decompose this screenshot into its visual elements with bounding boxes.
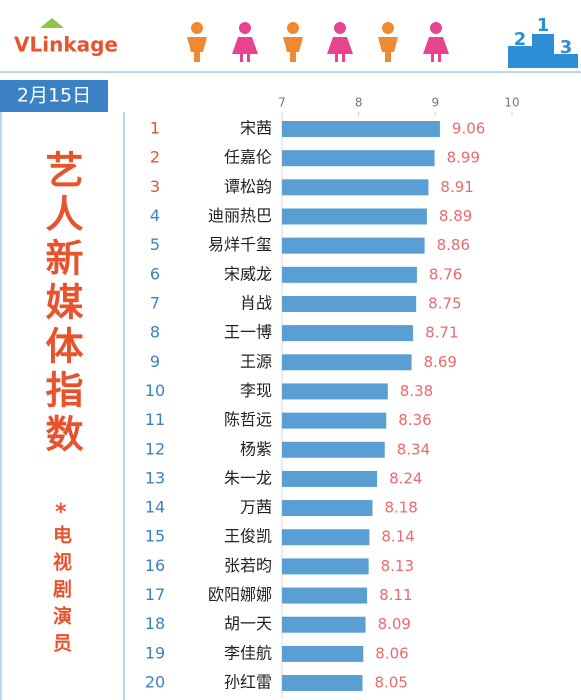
value-label: 8.89: [439, 207, 472, 225]
value-label: 8.76: [429, 265, 462, 283]
y-tick-label: 朱一龙: [224, 468, 272, 487]
y-tick-label: 杨紫: [240, 439, 272, 458]
y-tick-label: 迪丽热巴: [208, 206, 272, 225]
bar: [282, 587, 368, 604]
bar: [282, 179, 429, 196]
y-tick-label: 李佳航: [224, 643, 272, 662]
y-tick-label: 任嘉伦: [224, 148, 272, 167]
rank: 8: [150, 323, 160, 342]
podium-label: 3: [560, 37, 573, 58]
people-icons: [187, 22, 449, 62]
value-label: 8.36: [398, 411, 431, 429]
bar: [282, 616, 366, 633]
y-tick-label: 王俊凯: [224, 527, 272, 546]
rank: 16: [145, 556, 165, 575]
rank: 18: [145, 614, 165, 633]
value-label: 8.71: [425, 324, 458, 342]
value-label: 8.14: [381, 528, 414, 546]
bar: [282, 675, 363, 692]
bar: [282, 412, 387, 429]
y-tick-label: 陈哲远: [224, 410, 272, 429]
bar: [282, 208, 427, 225]
rank: 4: [150, 206, 160, 225]
value-label: 8.99: [447, 149, 480, 167]
bar: [282, 295, 417, 312]
value-label: 8.38: [400, 382, 433, 400]
value-label: 8.75: [428, 294, 461, 312]
value-label: 8.05: [375, 674, 408, 692]
bar: [282, 150, 435, 167]
y-tick-label: 王源: [240, 352, 272, 371]
x-tick-label: 8: [355, 96, 363, 110]
rank: 1: [150, 119, 160, 138]
value-label: 8.69: [424, 353, 457, 371]
rank: 14: [145, 498, 165, 517]
title: 艺人新媒体指数: [39, 150, 83, 458]
value-label: 8.13: [381, 557, 414, 575]
date: 2月15日: [17, 85, 91, 107]
subtitle: 电视剧演员: [50, 525, 72, 660]
value-label: 8.24: [389, 469, 422, 487]
y-tick-label: 肖战: [240, 293, 272, 312]
rank: 5: [150, 235, 160, 254]
rank: 7: [150, 293, 160, 312]
bar: [282, 500, 373, 517]
y-tick-label: 李现: [240, 381, 272, 400]
date-box: [0, 80, 108, 112]
rank: 11: [145, 410, 165, 429]
y-tick-label: 胡一天: [224, 614, 272, 633]
value-label: 9.06: [452, 120, 485, 138]
y-tick-label: 欧阳娜娜: [208, 585, 272, 604]
value-label: 8.34: [397, 440, 430, 458]
bar: [282, 121, 440, 137]
value-label: 8.09: [378, 615, 411, 633]
rank: 12: [145, 439, 165, 458]
rank: 17: [145, 585, 165, 604]
podium: [508, 34, 578, 68]
podium-label: 2: [514, 29, 527, 50]
bar: [282, 354, 412, 371]
x-tick-label: 7: [278, 96, 286, 110]
rank: 6: [150, 264, 160, 283]
rank: 19: [145, 643, 165, 662]
y-tick-label: 宋茜: [240, 119, 272, 138]
bar: [282, 470, 378, 487]
rank: 15: [145, 527, 165, 546]
y-tick-label: 易烊千玺: [208, 235, 272, 254]
star: *: [55, 500, 67, 525]
bar: [282, 441, 385, 458]
rank: 10: [145, 381, 165, 400]
y-tick-label: 孙红雷: [224, 673, 272, 692]
y-tick-label: 宋威龙: [224, 264, 272, 283]
y-tick-label: 谭松韵: [224, 177, 272, 196]
bar: [282, 237, 425, 254]
y-tick-label: 王一博: [224, 323, 272, 342]
value-label: 8.06: [375, 644, 408, 662]
podium-label: 1: [537, 15, 550, 36]
bar: [282, 383, 388, 400]
y-tick-label: 万茜: [240, 498, 272, 517]
x-tick-label: 9: [432, 96, 440, 110]
rank: 20: [145, 673, 165, 692]
logo-roof: [40, 18, 64, 28]
x-tick-label: 10: [504, 96, 519, 110]
value-label: 8.91: [440, 178, 473, 196]
rank: 13: [145, 468, 165, 487]
value-label: 8.86: [437, 236, 470, 254]
rank: 3: [150, 177, 160, 196]
logo: VLinkage: [14, 33, 118, 57]
value-label: 8.18: [384, 499, 417, 517]
value-label: 8.11: [379, 586, 412, 604]
bar: [282, 645, 364, 662]
bar: [282, 558, 369, 575]
bar: [282, 529, 370, 546]
rank: 2: [150, 148, 160, 167]
y-tick-label: 张若昀: [224, 556, 272, 575]
rank: 9: [150, 352, 160, 371]
bar: [282, 266, 417, 283]
bar: [282, 325, 414, 342]
